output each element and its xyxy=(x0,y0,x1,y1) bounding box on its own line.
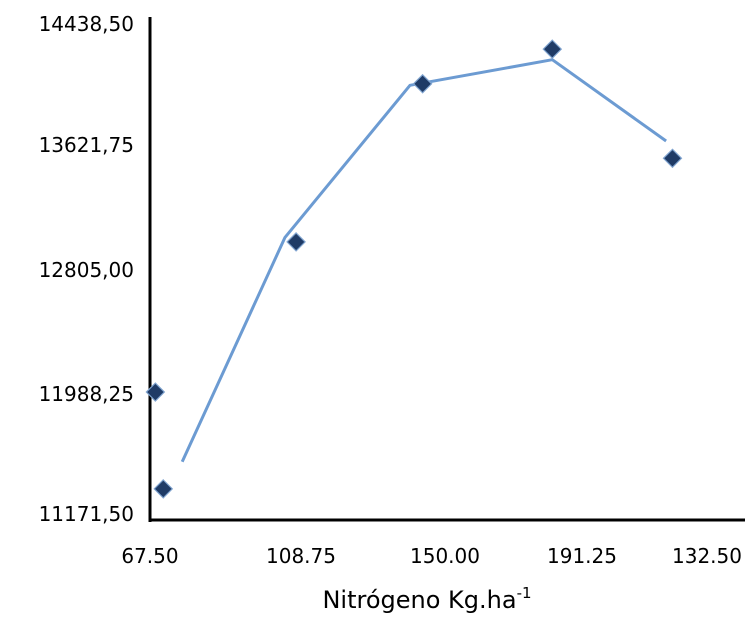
axes xyxy=(148,17,745,522)
x-axis-title-text: Nitrógeno Kg.ha xyxy=(322,586,516,614)
data-point-marker xyxy=(145,382,166,402)
data-point-marker xyxy=(153,479,174,499)
x-tick-label: 150.00 xyxy=(410,544,480,568)
y-tick-label: 12805,00 xyxy=(39,258,134,282)
y-tick-label: 11171,50 xyxy=(39,502,134,526)
x-tick-labels: 67.50 108.75 150.00 191.25 132.50 xyxy=(121,544,742,568)
x-tick-label: 132.50 xyxy=(672,544,742,568)
y-tick-label: 14438,50 xyxy=(39,12,134,36)
y-tick-label: 11988,25 xyxy=(39,382,134,406)
x-tick-label: 108.75 xyxy=(266,544,336,568)
y-tick-label: 13621,75 xyxy=(39,133,134,157)
data-point-marker xyxy=(662,148,683,169)
x-tick-label: 191.25 xyxy=(547,544,617,568)
plot-area xyxy=(145,39,683,499)
x-axis-title: Nitrógeno Kg.ha-1 xyxy=(322,584,531,614)
y-tick-labels: 14438,50 13621,75 12805,00 11988,25 1117… xyxy=(39,12,134,526)
x-axis-title-superscript: -1 xyxy=(517,584,532,602)
data-point-marker xyxy=(286,232,306,252)
trend-line xyxy=(180,58,667,463)
data-point-marker xyxy=(542,39,563,59)
data-point-marker xyxy=(412,73,433,94)
x-tick-label: 67.50 xyxy=(121,544,178,568)
